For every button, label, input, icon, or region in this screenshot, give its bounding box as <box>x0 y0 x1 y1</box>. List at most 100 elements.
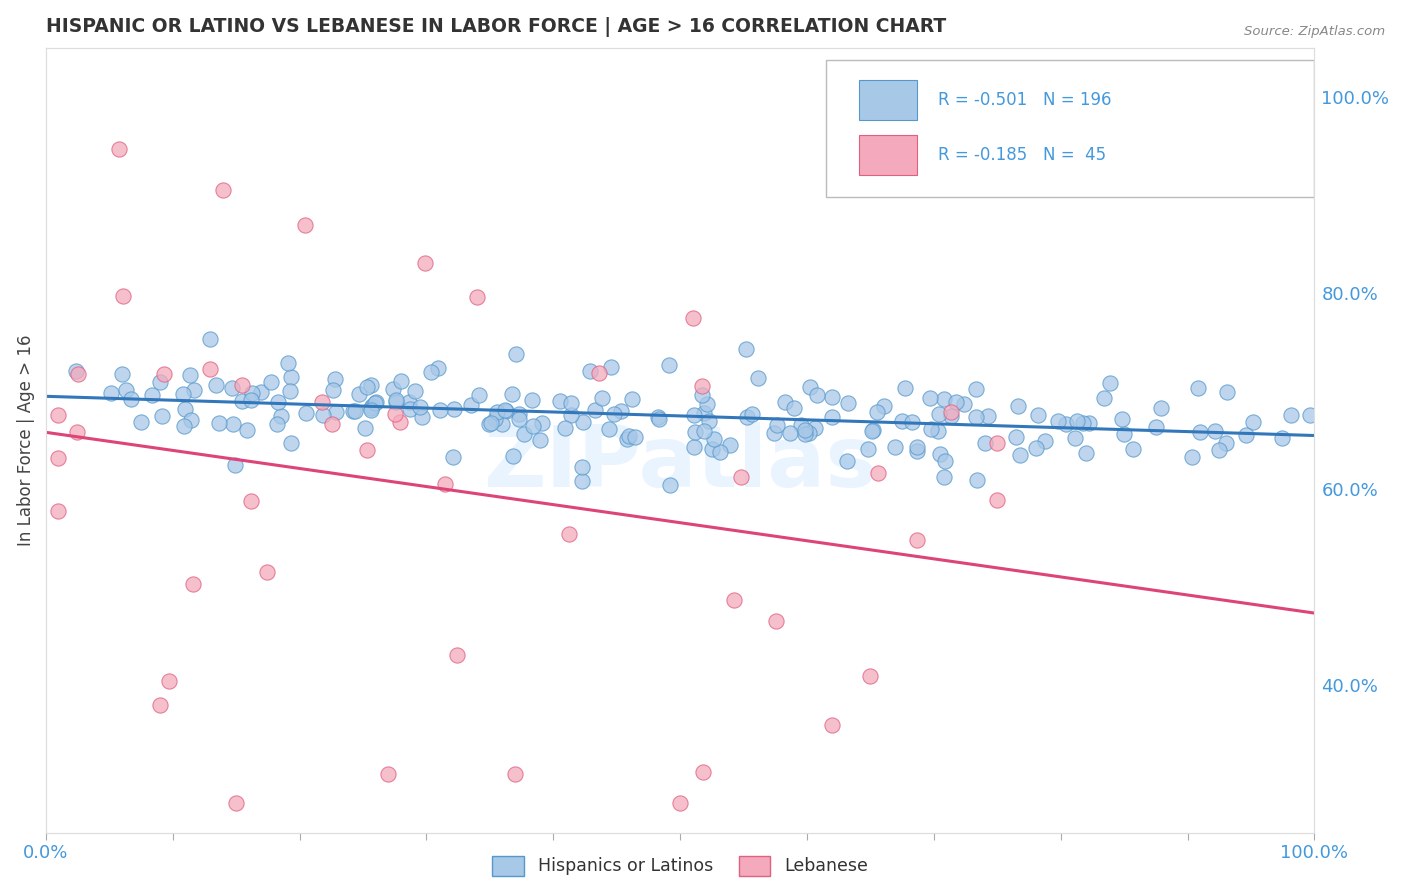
Point <box>157 673 180 688</box>
Point <box>460 397 482 411</box>
Point <box>619 429 641 443</box>
Point <box>783 401 806 416</box>
Point <box>65 363 87 377</box>
Point <box>280 370 302 384</box>
Point <box>703 432 725 446</box>
Point <box>647 409 669 424</box>
Point <box>429 402 451 417</box>
Point <box>1078 416 1101 430</box>
Point <box>294 218 316 232</box>
Point <box>385 392 408 407</box>
Point <box>804 421 827 435</box>
Point <box>718 438 741 452</box>
Point <box>1241 415 1264 429</box>
Point <box>384 407 406 421</box>
Legend: Hispanics or Latinos, Lebanese: Hispanics or Latinos, Lebanese <box>485 848 875 882</box>
Point <box>364 396 387 410</box>
Point <box>522 393 544 408</box>
Point <box>873 400 896 414</box>
Point <box>411 409 433 424</box>
Point <box>311 394 333 409</box>
Point <box>153 367 176 381</box>
Point <box>221 381 243 395</box>
Point <box>225 796 247 810</box>
Point <box>858 442 880 456</box>
Point <box>385 394 408 409</box>
Point <box>260 375 283 389</box>
Point <box>513 427 536 442</box>
Point <box>377 766 399 780</box>
Point <box>173 418 195 433</box>
Point <box>495 404 517 418</box>
Point <box>866 405 889 419</box>
Point <box>111 289 134 303</box>
Point <box>360 401 382 416</box>
Point <box>905 440 928 454</box>
Point <box>821 410 844 425</box>
Point <box>1204 425 1226 439</box>
Point <box>900 415 922 429</box>
Point <box>891 414 914 428</box>
Point <box>277 356 299 370</box>
Point <box>404 384 426 398</box>
Point <box>610 404 633 418</box>
Point <box>603 407 626 421</box>
Point <box>918 391 941 405</box>
Point <box>231 378 253 392</box>
Point <box>1066 414 1088 428</box>
Point <box>208 417 231 431</box>
Point <box>508 411 530 425</box>
Text: ZIPatlas: ZIPatlas <box>484 423 877 506</box>
Point <box>837 396 859 410</box>
Point <box>974 436 997 450</box>
Point <box>1208 442 1230 457</box>
Point <box>100 385 122 400</box>
FancyBboxPatch shape <box>859 135 917 176</box>
Point <box>862 423 884 437</box>
Point <box>692 765 714 780</box>
Point <box>683 409 706 423</box>
Point <box>446 648 468 662</box>
Point <box>697 414 720 428</box>
Point <box>659 478 682 492</box>
Point <box>683 425 706 439</box>
Point <box>149 698 172 713</box>
Point <box>797 425 820 440</box>
Point <box>441 450 464 465</box>
Point <box>682 311 704 326</box>
Point <box>600 359 623 374</box>
Point <box>560 408 582 422</box>
Point <box>1187 381 1209 395</box>
Point <box>1216 385 1239 400</box>
Point <box>905 443 928 458</box>
Point <box>149 375 172 389</box>
Point <box>433 477 456 491</box>
Point <box>1188 425 1211 439</box>
Point <box>723 592 745 607</box>
Point <box>1054 417 1077 432</box>
Point <box>67 367 90 381</box>
Point <box>48 504 70 518</box>
Point <box>1092 391 1115 405</box>
Point <box>775 394 797 409</box>
Point <box>325 372 347 386</box>
Point <box>280 384 302 398</box>
Point <box>398 395 420 409</box>
Point <box>1025 442 1047 456</box>
Text: R = -0.501   N = 196: R = -0.501 N = 196 <box>938 91 1111 109</box>
Point <box>48 408 70 422</box>
Point <box>266 395 288 409</box>
Point <box>205 377 228 392</box>
Point <box>48 450 70 465</box>
Point <box>953 397 976 411</box>
Point <box>198 361 221 376</box>
Point <box>295 406 318 420</box>
Point <box>579 364 602 378</box>
Point <box>658 358 681 372</box>
Point <box>1271 431 1294 445</box>
Point <box>360 377 382 392</box>
Point <box>266 417 288 432</box>
Point <box>360 403 382 417</box>
Point <box>884 440 907 454</box>
Point <box>939 404 962 418</box>
